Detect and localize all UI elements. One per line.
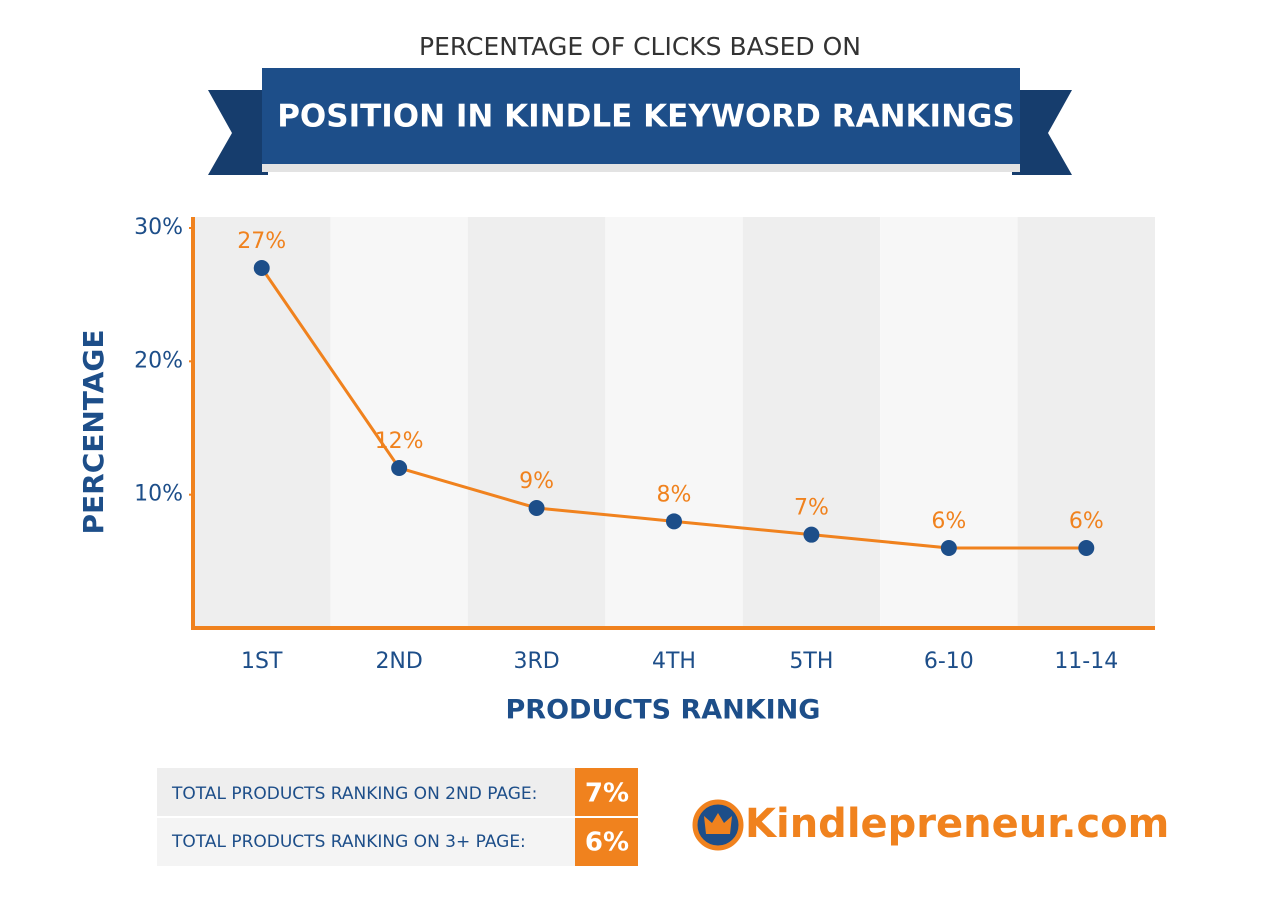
column-band: [880, 217, 1018, 628]
data-label: 27%: [237, 229, 286, 254]
ribbon-tail-left: [208, 90, 268, 175]
summary-value: 6%: [585, 828, 629, 858]
logo-crown: [704, 813, 732, 834]
x-tick-label: 4TH: [652, 649, 696, 674]
plot: 1ST 2ND 3RD 4TH 5TH 6-10 11-14 10% 20% 30% 27% 12% 9…: [134, 215, 1155, 674]
column-band: [193, 217, 331, 628]
title: PERCENTAGE OF CLICKS BASED ON: [419, 32, 861, 61]
y-tick-label: 30%: [134, 215, 183, 240]
x-axis-label: PRODUCTS RANKING: [506, 695, 821, 726]
banner-shadow: [262, 164, 1020, 172]
y-tick-label: 10%: [134, 482, 183, 507]
x-tick-label: 11-14: [1054, 649, 1118, 674]
summary-row: [157, 768, 575, 816]
data-label: 9%: [519, 469, 554, 494]
column-band: [1017, 217, 1155, 628]
data-label: 12%: [375, 429, 424, 454]
y-tick-label: 20%: [134, 348, 183, 373]
x-tick-label: 5TH: [789, 649, 833, 674]
summary-value: 7%: [585, 779, 629, 809]
y-axis-label: PERCENTAGE: [77, 329, 110, 534]
data-label: 8%: [657, 482, 692, 507]
x-tick-label: 1ST: [241, 649, 283, 674]
point: [803, 526, 820, 543]
summary-row: [157, 818, 575, 866]
point: [253, 260, 270, 276]
banner-title: POSITION IN KINDLE KEYWORD RANKINGS: [277, 99, 1015, 135]
column-band: [330, 217, 468, 628]
column-band: [742, 217, 881, 628]
data-label: 6%: [1069, 509, 1104, 534]
point: [391, 460, 408, 476]
summary-cell: [575, 818, 638, 866]
column-band: [467, 217, 606, 628]
point: [528, 500, 545, 516]
data-label: 6%: [931, 509, 966, 534]
ribbon-tail-right: [1012, 90, 1072, 175]
data-label: 7%: [794, 496, 829, 521]
logo-text: Kindlepreneur.com: [745, 801, 1169, 847]
x-tick-label: 6-10: [924, 649, 974, 674]
summary-label: TOTAL PRODUCTS RANKING ON 3+ PAGE:: [171, 832, 526, 852]
point: [666, 513, 682, 530]
banner: [262, 68, 1020, 164]
point: [1078, 540, 1095, 556]
x-tick-label: 3RD: [513, 649, 559, 674]
summary-label: TOTAL PRODUCTS RANKING ON 2ND PAGE:: [171, 784, 537, 804]
column-band: [605, 217, 743, 628]
point: [940, 540, 957, 556]
x-tick-label: 2ND: [375, 649, 422, 674]
summary-cell: [575, 768, 638, 816]
